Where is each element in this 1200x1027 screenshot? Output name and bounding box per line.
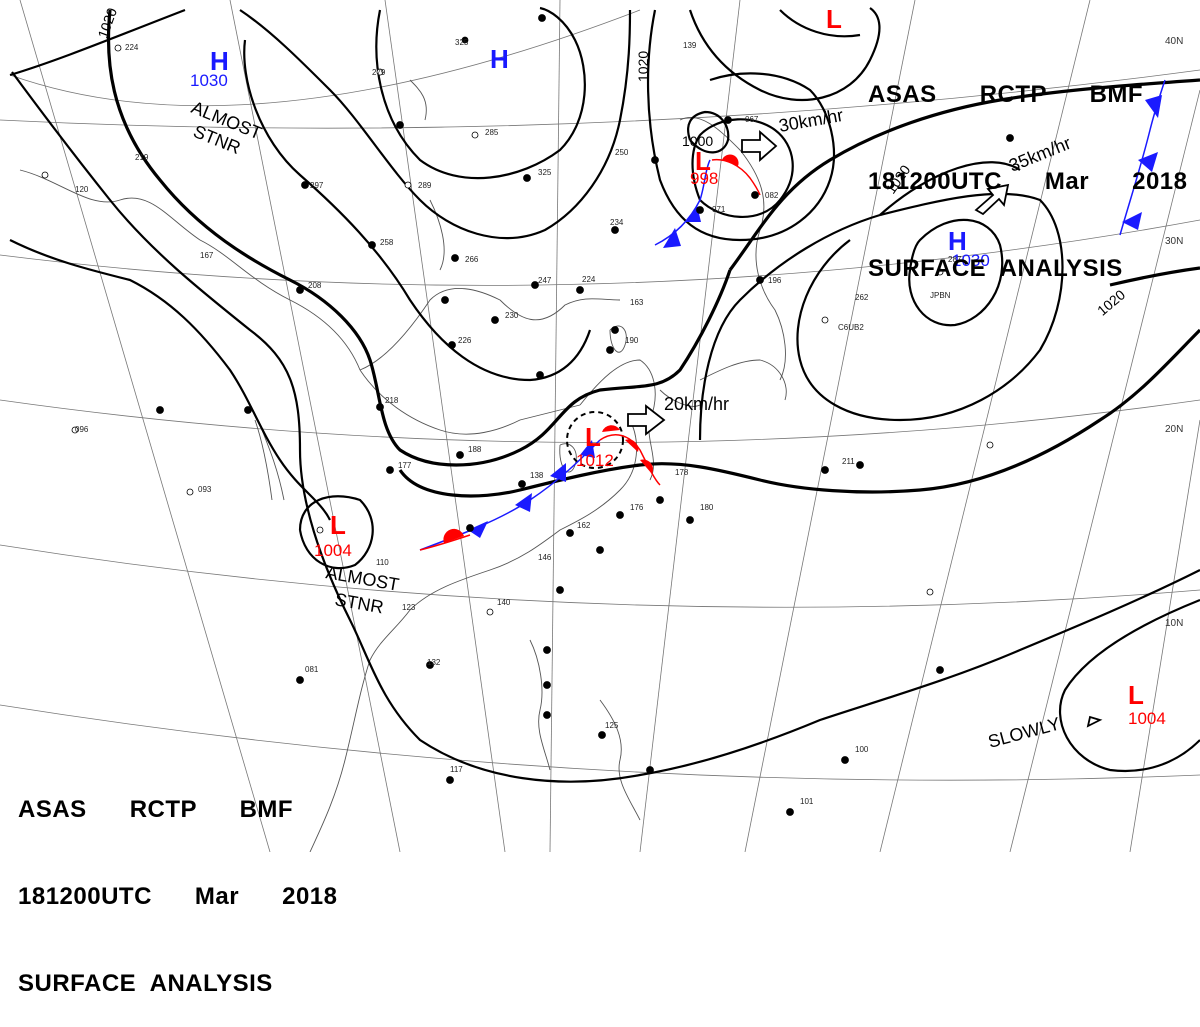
warm-front-east-japan <box>711 154 761 196</box>
station-value: 132 <box>427 658 441 667</box>
chart-header-bottom-left: ASAS RCTP BMF 181200UTC Mar 2018 SURFACE… <box>18 737 338 1027</box>
station-value: 230 <box>505 311 519 320</box>
warm-front-taiwan <box>599 425 661 486</box>
latitude-labels: 40N 30N 20N 10N <box>1165 36 1183 629</box>
station-value: 163 <box>630 298 644 307</box>
station-texts: 224 325 279 285 297 289 258 266 208 219 120 167 247 2… <box>75 38 962 806</box>
header-line-3: SURFACE ANALYSIS <box>18 970 273 997</box>
station-value: 219 <box>135 153 149 162</box>
warm-front-south-china <box>419 528 471 551</box>
station-value: 125 <box>605 721 619 730</box>
high-label: H <box>948 226 967 256</box>
low-label: L <box>585 422 601 452</box>
high-value: 1030 <box>952 251 990 270</box>
station-symbols <box>41 14 1014 816</box>
station-value: 297 <box>310 181 324 190</box>
isobar-label: 1020 <box>635 51 651 82</box>
station-value: 081 <box>305 665 319 674</box>
station-value: 176 <box>630 503 644 512</box>
station-value: 177 <box>398 461 412 470</box>
station-value: 196 <box>768 276 782 285</box>
low-label: L <box>1128 680 1144 710</box>
cold-front-pacific <box>1119 79 1166 236</box>
station-value: 167 <box>200 251 214 260</box>
low-value: 998 <box>690 169 718 188</box>
pressure-systems: H 1030 H H 1030 L L 998 L 1012 L 1004 L … <box>190 4 1166 728</box>
station-value: 110 <box>376 558 389 567</box>
lat-label-20n: 20N <box>1165 424 1183 435</box>
station-value: 178 <box>675 468 689 477</box>
lat-label-30n: 30N <box>1165 236 1183 247</box>
station-value: 138 <box>530 471 544 480</box>
high-label: H <box>210 46 229 76</box>
header-line-1: ASAS RCTP BMF <box>868 81 1144 108</box>
isobars <box>9 0 1200 783</box>
low-label: L <box>695 146 711 176</box>
station-value: 117 <box>450 765 463 774</box>
station-value: 325 <box>538 168 552 177</box>
latitude-lines <box>0 69 1200 781</box>
station-value: 100 <box>855 745 869 754</box>
station-value: 287 <box>948 255 962 264</box>
station-value: 082 <box>765 191 779 200</box>
station-value: 279 <box>372 68 386 77</box>
weather-map: 224 325 279 285 297 289 258 266 208 219 120 167 247 2… <box>0 0 1200 852</box>
speed-label: 20km/hr <box>664 394 729 414</box>
station-value: 071 <box>712 205 726 214</box>
high-value: 1030 <box>190 71 228 90</box>
station-value: 224 <box>582 275 596 284</box>
low-value: 1004 <box>314 541 352 560</box>
high-label: H <box>490 44 509 74</box>
header-line-2: 181200UTC Mar 2018 <box>18 883 338 910</box>
station-value: 140 <box>497 598 511 607</box>
station-value: 096 <box>75 425 89 434</box>
station-value: 101 <box>800 797 814 806</box>
station-value: 123 <box>402 603 416 612</box>
header-line-3: SURFACE ANALYSIS <box>868 255 1123 282</box>
station-value: 162 <box>577 521 591 530</box>
header-line-1: ASAS RCTP BMF <box>18 796 294 823</box>
movement-arrows <box>627 130 1103 728</box>
map-arc <box>9 9 641 107</box>
station-name: JPBN <box>930 291 951 300</box>
station-value: 285 <box>485 128 499 137</box>
station-value: 188 <box>468 445 482 454</box>
station-value: 208 <box>308 281 322 290</box>
station-value: 266 <box>465 255 479 264</box>
lat-label-10n: 10N <box>1165 618 1183 629</box>
station-value: 247 <box>538 276 552 285</box>
station-value: 258 <box>380 238 394 247</box>
station-value: 067 <box>745 115 759 124</box>
station-value: 262 <box>855 293 869 302</box>
header-line-2: 181200UTC Mar 2018 <box>868 168 1188 195</box>
low-label: L <box>826 4 842 34</box>
station-value: 190 <box>625 336 639 345</box>
station-value: 093 <box>198 485 212 494</box>
station-value: 211 <box>842 457 855 466</box>
station-value: 289 <box>418 181 432 190</box>
low-label: L <box>330 510 346 540</box>
station-value: 325 <box>455 38 469 47</box>
station-value: 139 <box>683 41 697 50</box>
station-name: C6UB2 <box>838 323 864 332</box>
station-value: 250 <box>615 148 629 157</box>
station-value: 180 <box>700 503 714 512</box>
station-value: 226 <box>458 336 472 345</box>
station-value: 224 <box>125 43 139 52</box>
station-value: 234 <box>610 218 624 227</box>
low-value: 1012 <box>576 451 614 470</box>
chart-header-top-right: ASAS RCTP BMF 181200UTC Mar 2018 SURFACE… <box>868 22 1188 312</box>
isobar-label: 1000 <box>682 133 713 149</box>
lat-label-40n: 40N <box>1165 36 1183 47</box>
station-value: 218 <box>385 396 399 405</box>
tropical-depression-circle <box>566 411 624 469</box>
station-value: 120 <box>75 185 89 194</box>
station-value: 146 <box>538 553 552 562</box>
low-value: 1004 <box>1128 709 1166 728</box>
